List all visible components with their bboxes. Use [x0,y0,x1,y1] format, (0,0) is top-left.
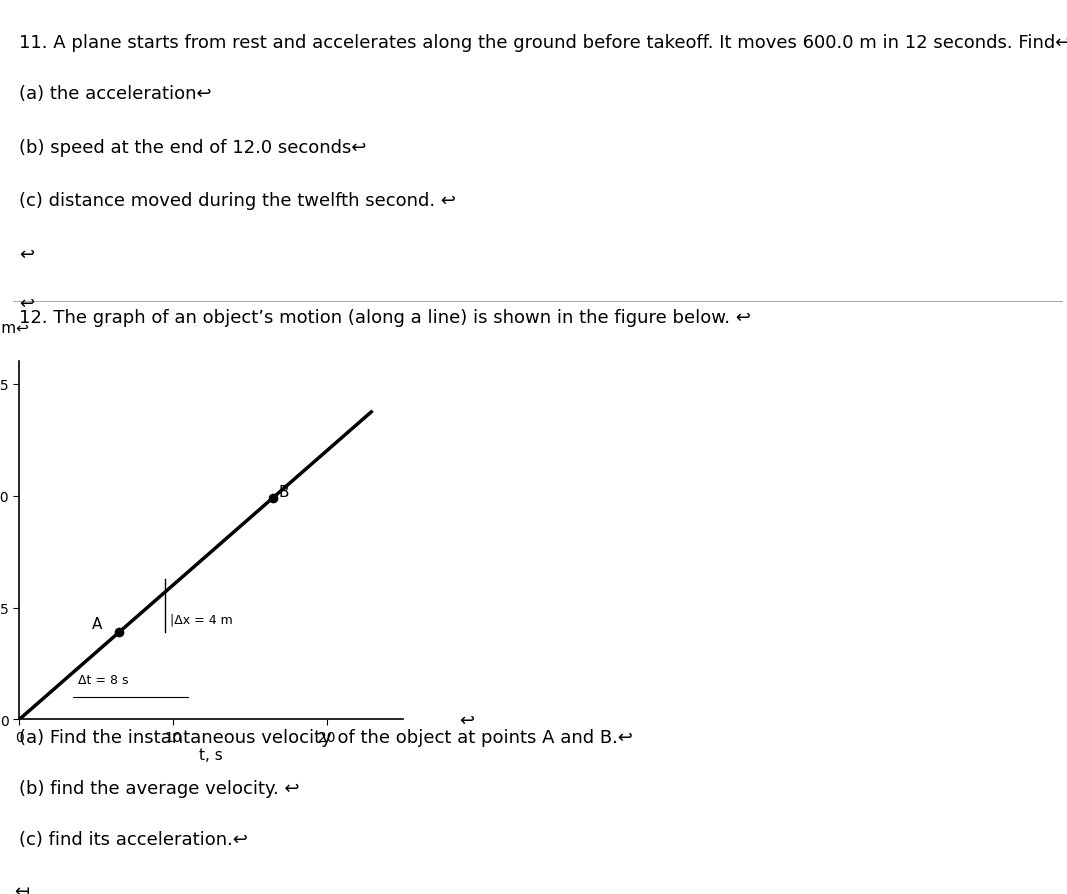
Text: (a) the acceleration↩: (a) the acceleration↩ [19,85,212,103]
Text: ↤: ↤ [14,881,29,894]
Text: (a) Find the instantaneous velocity of the object at points A and B.↩: (a) Find the instantaneous velocity of t… [19,729,633,746]
Text: Δt = 8 s: Δt = 8 s [78,673,128,687]
Text: B: B [278,485,289,499]
Text: 11. A plane starts from rest and accelerates along the ground before takeoff. It: 11. A plane starts from rest and acceler… [19,34,1067,52]
X-axis label: t, s: t, s [200,746,223,762]
Text: (b) speed at the end of 12.0 seconds↩: (b) speed at the end of 12.0 seconds↩ [19,139,367,156]
Text: (b) find the average velocity. ↩: (b) find the average velocity. ↩ [19,780,300,797]
Text: ↩: ↩ [459,711,474,729]
Text: (c) find its acceleration.↩: (c) find its acceleration.↩ [19,831,249,848]
Text: ↩: ↩ [19,246,34,264]
Text: ↩: ↩ [19,295,34,313]
Text: A: A [92,616,101,631]
Text: X  m↩: X m↩ [0,320,29,335]
Text: |Δx = 4 m: |Δx = 4 m [170,612,233,626]
Text: 12. The graph of an object’s motion (along a line) is shown in the figure below.: 12. The graph of an object’s motion (alo… [19,308,751,326]
Text: (c) distance moved during the twelfth second. ↩: (c) distance moved during the twelfth se… [19,192,457,210]
